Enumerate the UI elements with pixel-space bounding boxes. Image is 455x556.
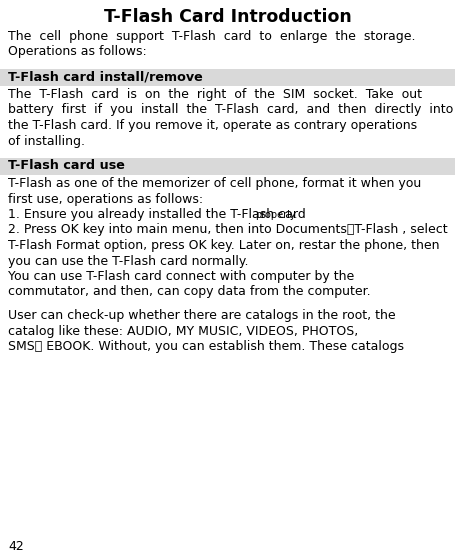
Text: T-Flash Card Introduction: T-Flash Card Introduction (104, 8, 351, 26)
Text: Operations as follows:: Operations as follows: (8, 46, 147, 58)
Text: T-Flash card use: T-Flash card use (8, 159, 125, 172)
Text: of installing.: of installing. (8, 135, 85, 147)
Text: 1. Ensure you already installed the T-Flash card: 1. Ensure you already installed the T-Fl… (8, 208, 310, 221)
Text: The  cell  phone  support  T-Flash  card  to  enlarge  the  storage.: The cell phone support T-Flash card to e… (8, 30, 415, 43)
Bar (0, 69, 455, 86)
Text: properly.: properly. (255, 210, 298, 220)
Text: 42: 42 (8, 540, 24, 553)
Text: T-Flash as one of the memorizer of cell phone, format it when you: T-Flash as one of the memorizer of cell … (8, 177, 421, 190)
Text: 2. Press OK key into main menu, then into Documents，T-Flash , select: 2. Press OK key into main menu, then int… (8, 224, 448, 236)
Text: catalog like these: AUDIO, MY MUSIC, VIDEOS, PHOTOS,: catalog like these: AUDIO, MY MUSIC, VID… (8, 325, 358, 337)
Text: The  T-Flash  card  is  on  the  right  of  the  SIM  socket.  Take  out: The T-Flash card is on the right of the … (8, 88, 422, 101)
Text: User can check-up whether there are catalogs in the root, the: User can check-up whether there are cata… (8, 309, 396, 322)
Text: commutator, and then, can copy data from the computer.: commutator, and then, can copy data from… (8, 285, 371, 299)
Text: SMS， EBOOK. Without, you can establish them. These catalogs: SMS， EBOOK. Without, you can establish t… (8, 340, 404, 353)
Text: you can use the T-Flash card normally.: you can use the T-Flash card normally. (8, 255, 248, 267)
Text: You can use T-Flash card connect with computer by the: You can use T-Flash card connect with co… (8, 270, 354, 283)
Text: T-Flash card install/remove: T-Flash card install/remove (8, 70, 203, 83)
Text: first use, operations as follows:: first use, operations as follows: (8, 192, 203, 206)
Text: the T-Flash card. If you remove it, operate as contrary operations: the T-Flash card. If you remove it, oper… (8, 119, 417, 132)
Text: T-Flash Format option, press OK key. Later on, restar the phone, then: T-Flash Format option, press OK key. Lat… (8, 239, 440, 252)
Text: battery  first  if  you  install  the  T-Flash  card,  and  then  directly  into: battery first if you install the T-Flash… (8, 103, 453, 117)
Bar (0, 158, 455, 175)
